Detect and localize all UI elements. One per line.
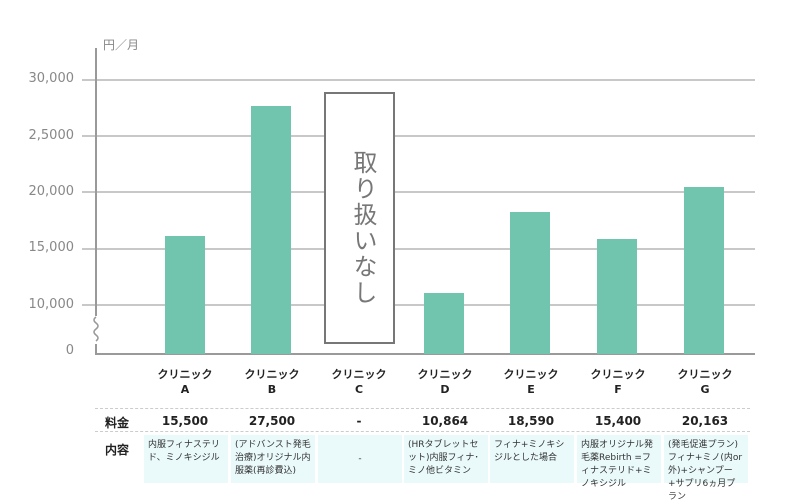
x-label-clinic-g: クリニック G [677,368,733,396]
gridline [82,79,755,81]
price-clinic-c: - [356,414,362,428]
content-clinic-f: 内服オリジナル発毛薬Rebirth =フィナステリド+ミノキシジル [577,435,661,489]
content-header: 内容 [105,443,130,457]
bar-clinic-g [684,187,724,354]
x-label-clinic-f: クリニック F [590,368,646,396]
bar-clinic-d [424,293,464,354]
content-clinic-d: (HRタブレットセット)内服フィナ･ミノ他ビタミン [404,435,488,483]
x-label-clinic-b: クリニック B [244,368,300,396]
not-available-label: 取り扱いなし [349,150,377,306]
price-clinic-e: 18,590 [507,414,555,428]
content-clinic-c: - [318,435,402,483]
y-tick-label: 10,000 [28,297,75,312]
content-clinic-b: (アドバンスト発毛治療)オリジナル内服薬(再診費込) [231,435,315,483]
bar-clinic-b [251,106,291,354]
y-axis-unit: 円／月 [103,38,140,52]
gridline [82,191,755,193]
price-clinic-d: 10,864 [421,414,469,428]
content-clinic-a: 内服フィナステリド、ミノキシジル [144,435,228,483]
x-label-clinic-d: クリニック D [417,368,473,396]
y-tick-label: 15,000 [28,240,75,255]
x-label-clinic-e: クリニック E [503,368,559,396]
price-clinic-f: 15,400 [594,414,642,428]
price-clinic-a: 15,500 [161,414,209,428]
content-clinic-e: フィナ+ミノキシジルとした場合 [490,435,574,483]
not-available-box: 取り扱いなし [324,92,395,344]
price-clinic-g: 20,163 [681,414,729,428]
bar-clinic-a [165,236,205,354]
x-axis [95,353,755,355]
x-label-clinic-c: クリニック C [331,368,387,396]
bar-clinic-f [597,239,637,354]
y-axis [95,48,97,355]
gridline [82,248,755,250]
axis-break-icon [88,316,104,344]
bar-clinic-e [510,212,550,354]
gridline [82,135,755,137]
divider [95,408,750,409]
content-clinic-g: (発毛促進プラン)フィナ+ミノ(内or外)+シャンプー+サプリ6ヵ月プラン [664,435,748,502]
price-clinic-b: 27,500 [248,414,296,428]
divider [95,431,750,432]
y-tick-label: 2,5000 [28,128,75,143]
price-header: 料金 [105,416,130,430]
y-tick-label: 20,000 [28,184,75,199]
gridline [82,304,755,306]
y-tick-label: 0 [65,343,74,358]
y-tick-label: 30,000 [28,71,75,86]
x-label-clinic-a: クリニック A [157,368,213,396]
